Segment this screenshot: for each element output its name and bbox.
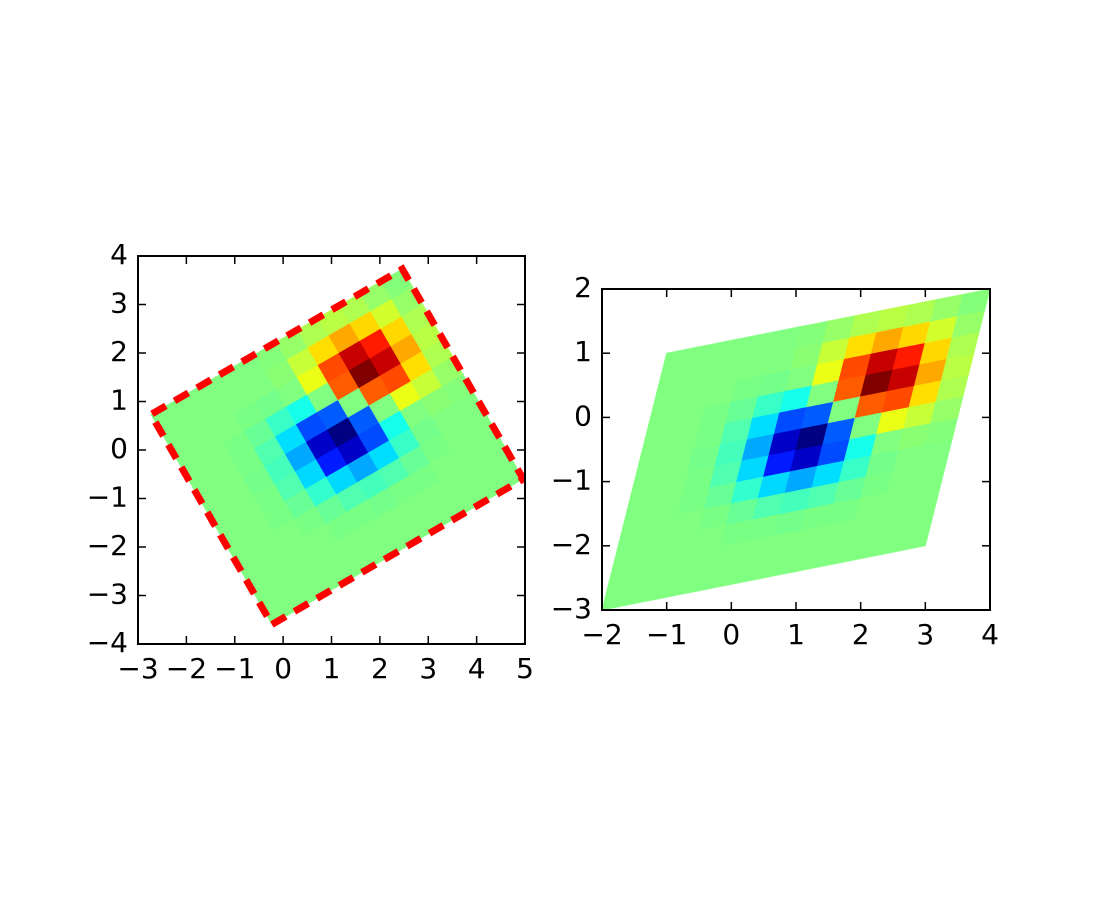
y-tick-label: 2	[574, 271, 592, 304]
y-tick-label: 3	[110, 287, 128, 320]
x-tick-label: −2	[581, 618, 622, 651]
x-tick-label: −2	[166, 652, 207, 685]
x-tick-label: 3	[916, 618, 934, 651]
y-tick-label: 2	[110, 335, 128, 368]
x-tick-label: −1	[214, 652, 255, 685]
y-tick-label: −2	[87, 529, 128, 562]
y-tick-label: 0	[574, 399, 592, 432]
x-tick-label: 1	[323, 652, 341, 685]
y-tick-label: 1	[574, 335, 592, 368]
y-tick-label: −1	[551, 464, 592, 497]
x-tick-label: 1	[787, 618, 805, 651]
image-cell	[602, 582, 635, 610]
plot-area	[146, 264, 525, 630]
x-tick-label: 4	[981, 618, 999, 651]
x-tick-label: 5	[516, 652, 534, 685]
y-tick-label: 4	[110, 238, 128, 271]
x-tick-label: 2	[852, 618, 870, 651]
x-tick-label: 0	[722, 618, 740, 651]
y-tick-label: −3	[87, 578, 128, 611]
axes-frame	[601, 288, 991, 611]
axes-frame	[137, 255, 526, 645]
y-tick-label: −4	[87, 626, 128, 659]
image-outline	[146, 264, 525, 630]
x-tick-label: 3	[419, 652, 437, 685]
x-tick-label: −3	[117, 652, 158, 685]
plot-area	[602, 289, 990, 610]
y-tick-label: −2	[551, 528, 592, 561]
image-cell	[957, 289, 990, 317]
y-tick-label: 1	[110, 384, 128, 417]
y-tick-label: −1	[87, 481, 128, 514]
x-tick-label: 0	[274, 652, 292, 685]
x-tick-label: −1	[646, 618, 687, 651]
x-tick-label: 2	[371, 652, 389, 685]
y-tick-label: −3	[551, 592, 592, 625]
y-tick-label: 0	[110, 432, 128, 465]
x-tick-label: 4	[468, 652, 486, 685]
